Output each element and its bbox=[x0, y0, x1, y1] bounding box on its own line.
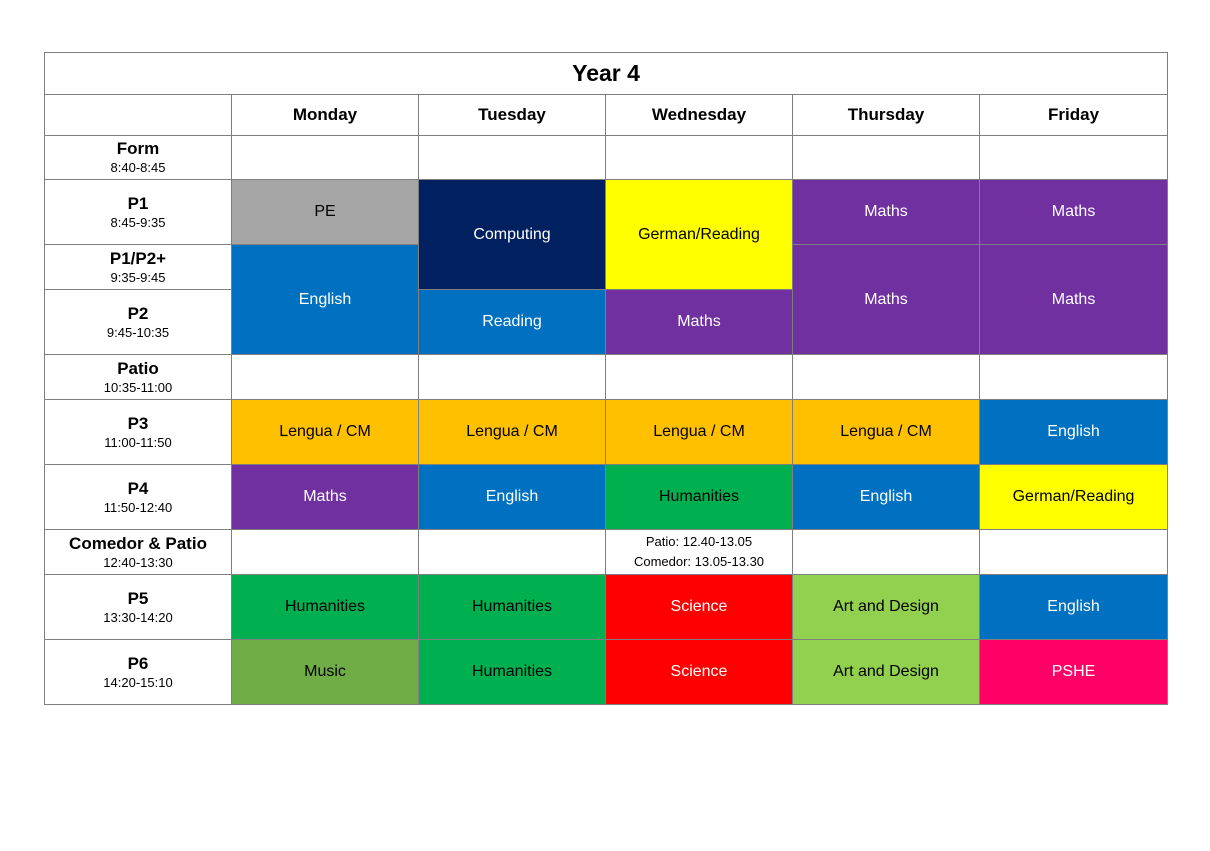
period-time: 12:40-13:30 bbox=[103, 554, 173, 570]
lesson-cell: English bbox=[418, 464, 606, 530]
lesson-cell: English bbox=[792, 464, 980, 530]
lesson-cell: Art and Design bbox=[792, 574, 980, 640]
period-row: P2 9:45-10:35 Reading Maths bbox=[44, 289, 1168, 355]
lesson-cell: German/Reading bbox=[605, 179, 793, 290]
lesson-cell: PE bbox=[231, 179, 419, 245]
period-time: 9:35-9:45 bbox=[110, 269, 166, 285]
empty-cell bbox=[792, 135, 980, 180]
period-row: P1/P2+ 9:35-9:45 English Maths Maths bbox=[44, 244, 1169, 355]
period-name: P1 bbox=[127, 193, 149, 213]
empty-cell bbox=[978, 529, 1169, 575]
period-row: P6 14:20-15:10 Music Humanities Science Art a… bbox=[44, 639, 1169, 705]
period-time: 13:30-14:20 bbox=[103, 609, 173, 625]
timetable: Year 4 Monday Tuesday Wednesday Thursday Fri… bbox=[43, 52, 1169, 705]
empty-cell bbox=[418, 354, 606, 400]
period-name: P1/P2+ bbox=[109, 248, 167, 268]
period-name: P5 bbox=[127, 588, 149, 608]
lesson-cell: Computing bbox=[418, 179, 606, 290]
lesson-cell: Maths bbox=[978, 244, 1169, 355]
empty-cell bbox=[978, 354, 1169, 400]
lesson-cell: English bbox=[978, 399, 1169, 465]
period-row: Patio 10:35-11:00 bbox=[44, 354, 1169, 400]
lesson-cell: Maths bbox=[605, 289, 793, 355]
lesson-cell: Science bbox=[605, 639, 793, 705]
lesson-cell: Maths bbox=[231, 464, 419, 530]
period-row: Form 8:40-8:45 bbox=[44, 135, 1169, 180]
period-time: 11:50-12:40 bbox=[103, 499, 173, 515]
empty-cell bbox=[792, 354, 980, 400]
lesson-cell: German/Reading bbox=[978, 464, 1169, 530]
period-label: P1 8:45-9:35 bbox=[44, 179, 232, 245]
day-header-friday: Friday bbox=[978, 94, 1169, 136]
period-name: P2 bbox=[127, 303, 149, 323]
lesson-cell: Humanities bbox=[418, 639, 606, 705]
empty-cell bbox=[792, 529, 980, 575]
empty-cell bbox=[231, 354, 419, 400]
lunch-note: Comedor: 13.05-13.30 bbox=[633, 554, 765, 569]
period-row: P3 11:00-11:50 Lengua / CM Lengua / CM Lengu… bbox=[44, 399, 1169, 465]
period-label: P1/P2+ 9:35-9:45 bbox=[44, 244, 232, 290]
period-row: P5 13:30-14:20 Humanities Humanities Science… bbox=[44, 574, 1169, 640]
empty-cell: Patio: 12.40-13.05 Comedor: 13.05-13.30 bbox=[605, 529, 793, 575]
day-header-tuesday: Tuesday bbox=[418, 94, 606, 136]
period-row: Comedor & Patio 12:40-13:30 Patio: 12.40-1… bbox=[44, 529, 1169, 575]
lesson-cell: Art and Design bbox=[792, 639, 980, 705]
lesson-cell: English bbox=[231, 244, 419, 355]
period-label: P6 14:20-15:10 bbox=[44, 639, 232, 705]
period-label: Form 8:40-8:45 bbox=[44, 135, 232, 180]
empty-cell bbox=[605, 354, 793, 400]
empty-cell bbox=[605, 135, 793, 180]
period-name: P4 bbox=[127, 478, 149, 498]
lesson-cell: Lengua / CM bbox=[605, 399, 793, 465]
lesson-cell: Humanities bbox=[231, 574, 419, 640]
lesson-cell: Lengua / CM bbox=[418, 399, 606, 465]
lesson-cell: Science bbox=[605, 574, 793, 640]
period-label: P2 9:45-10:35 bbox=[44, 289, 232, 355]
lesson-cell: English bbox=[978, 574, 1169, 640]
period-label: P5 13:30-14:20 bbox=[44, 574, 232, 640]
lesson-cell: Music bbox=[231, 639, 419, 705]
lesson-cell: Humanities bbox=[605, 464, 793, 530]
day-header-thursday: Thursday bbox=[792, 94, 980, 136]
lesson-cell: PSHE bbox=[978, 639, 1169, 705]
lesson-cell: Maths bbox=[792, 244, 980, 355]
period-label: P4 11:50-12:40 bbox=[44, 464, 232, 530]
period-time: 11:00-11:50 bbox=[104, 434, 172, 450]
day-header-wednesday: Wednesday bbox=[605, 94, 793, 136]
empty-cell bbox=[231, 135, 419, 180]
lesson-cell: Humanities bbox=[418, 574, 606, 640]
period-name: Form bbox=[116, 139, 160, 158]
period-label: Patio 10:35-11:00 bbox=[44, 354, 232, 400]
period-time: 8:40-8:45 bbox=[110, 160, 166, 175]
period-label: Comedor & Patio 12:40-13:30 bbox=[44, 529, 232, 575]
period-row: P4 11:50-12:40 Maths English Humanities Engli… bbox=[44, 464, 1169, 530]
period-name: P3 bbox=[127, 413, 149, 433]
lesson-cell: Maths bbox=[978, 179, 1169, 245]
period-time: 9:45-10:35 bbox=[106, 324, 170, 340]
empty-cell bbox=[231, 529, 419, 575]
day-header-monday: Monday bbox=[231, 94, 419, 136]
period-name: Patio bbox=[117, 358, 159, 378]
period-name: P6 bbox=[127, 653, 149, 673]
period-time: 8:45-9:35 bbox=[110, 214, 166, 230]
empty-cell bbox=[418, 135, 606, 180]
empty-cell bbox=[978, 135, 1169, 180]
lesson-cell: Reading bbox=[418, 289, 606, 355]
period-time: 14:20-15:10 bbox=[103, 674, 173, 690]
period-row: P1 8:45-9:35 PE Computing German/Reading Math… bbox=[44, 179, 1169, 290]
lesson-cell: Lengua / CM bbox=[792, 399, 980, 465]
corner-cell bbox=[44, 94, 232, 136]
timetable-title: Year 4 bbox=[43, 52, 1169, 95]
lesson-cell: Maths bbox=[792, 179, 980, 245]
lunch-note: Patio: 12.40-13.05 bbox=[645, 534, 753, 549]
period-name: Comedor & Patio bbox=[69, 533, 207, 553]
period-time: 10:35-11:00 bbox=[103, 379, 173, 395]
empty-cell bbox=[418, 529, 606, 575]
period-label: P3 11:00-11:50 bbox=[44, 399, 232, 465]
lesson-cell: Lengua / CM bbox=[231, 399, 419, 465]
day-header-row: Monday Tuesday Wednesday Thursday Friday bbox=[44, 94, 1169, 136]
